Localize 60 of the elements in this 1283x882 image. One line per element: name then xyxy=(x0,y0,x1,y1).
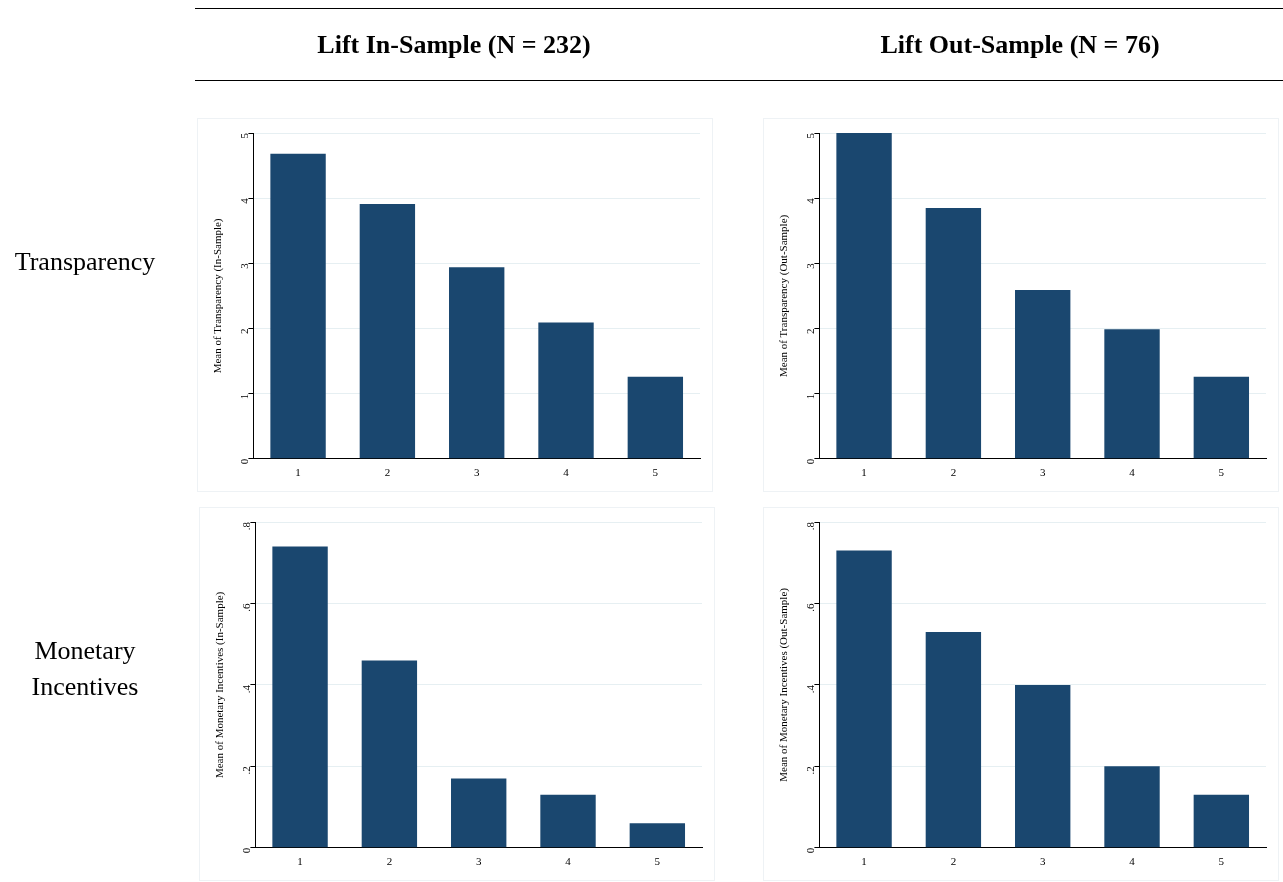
y-tick-label: .2 xyxy=(240,766,253,775)
x-tick-label: 4 xyxy=(1129,466,1136,479)
x-tick-label: 3 xyxy=(1039,466,1046,479)
y-tick-label: 4 xyxy=(804,197,817,204)
x-tick-label: 2 xyxy=(386,855,393,868)
bar xyxy=(1193,376,1250,459)
chart-title: Lift Out-Sample (N = 76) xyxy=(879,30,1161,60)
y-tick-label: 0 xyxy=(240,847,253,854)
y-tick-label: 1 xyxy=(804,393,817,400)
bar xyxy=(449,267,505,459)
y-tick-label: 0 xyxy=(804,458,817,465)
bar xyxy=(359,204,416,459)
y-tick-label: 0 xyxy=(804,847,817,854)
y-tick-label: 4 xyxy=(238,197,251,204)
y-tick-label: 3 xyxy=(804,262,817,269)
x-tick-label: 4 xyxy=(565,855,572,868)
y-tick-label: .6 xyxy=(804,602,817,612)
y-tick-label: .8 xyxy=(240,521,253,531)
y-tick-label: .6 xyxy=(240,602,253,612)
text: Transparency xyxy=(13,246,157,278)
bar xyxy=(1104,329,1160,459)
chart-title: Lift In-Sample (N = 232) xyxy=(316,30,592,60)
x-tick-label: 3 xyxy=(475,855,482,868)
y-axis-title: Mean of Transparency (Out-Sample) xyxy=(777,214,791,378)
y-axis-title: Mean of Monetary Incentives (In-Sample) xyxy=(213,591,227,779)
x-tick-label: 2 xyxy=(384,466,391,479)
bar xyxy=(538,322,594,459)
x-tick-label: 2 xyxy=(950,855,957,868)
y-axis-title: Mean of Monetary Incentives (Out-Sample) xyxy=(777,587,791,782)
x-tick-label: 4 xyxy=(1129,855,1136,868)
bar xyxy=(1015,290,1071,459)
y-axis-title: Mean of Transparency (In-Sample) xyxy=(211,218,225,374)
bar xyxy=(270,153,326,459)
bar xyxy=(627,376,684,459)
x-tick-label: 1 xyxy=(861,466,867,479)
y-tick-label: 3 xyxy=(238,262,251,269)
x-tick-label: 2 xyxy=(950,466,957,479)
x-tick-label: 1 xyxy=(861,855,867,868)
y-tick-label: 2 xyxy=(804,328,817,334)
x-tick-label: 4 xyxy=(563,466,570,479)
x-tick-label: 5 xyxy=(1218,855,1225,868)
x-tick-label: 5 xyxy=(1218,466,1225,479)
x-tick-label: 5 xyxy=(652,466,659,479)
x-tick-label: 1 xyxy=(295,466,301,479)
y-tick-label: 0 xyxy=(238,458,251,465)
x-tick-label: 5 xyxy=(654,855,661,868)
bar xyxy=(925,207,982,459)
y-tick-label: 5 xyxy=(238,132,251,139)
y-tick-label: .4 xyxy=(240,684,253,694)
bar xyxy=(836,133,892,459)
x-tick-label: 3 xyxy=(1039,855,1046,868)
y-tick-label: 2 xyxy=(238,328,251,334)
y-tick-label: .2 xyxy=(804,766,817,775)
y-tick-label: 1 xyxy=(238,393,251,400)
x-tick-label: 3 xyxy=(473,466,480,479)
text: Monetary Incentives xyxy=(30,635,140,703)
x-tick-label: 1 xyxy=(297,855,303,868)
y-tick-label: 5 xyxy=(804,132,817,139)
y-tick-label: .8 xyxy=(804,521,817,531)
y-tick-label: .4 xyxy=(804,684,817,694)
